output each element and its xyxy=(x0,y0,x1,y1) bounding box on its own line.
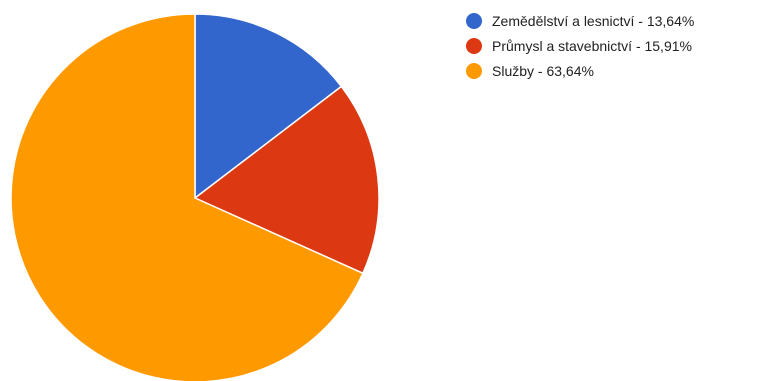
legend-item-services[interactable]: Služby - 63,64% xyxy=(466,60,771,82)
pie-slice-agriculture[interactable] xyxy=(194,13,343,200)
legend-item-industry[interactable]: Průmysl a stavebnictví - 15,91% xyxy=(466,35,771,57)
legend-label-agriculture: Zemědělství a lesnictví - 13,64% xyxy=(492,13,695,29)
legend-label-services: Služby - 63,64% xyxy=(492,63,594,79)
pie-slice-industry[interactable] xyxy=(193,85,380,275)
legend-swatch-services xyxy=(466,63,482,79)
legend-item-agriculture[interactable]: Zemědělství a lesnictví - 13,64% xyxy=(466,10,771,32)
legend-swatch-industry xyxy=(466,38,482,54)
legend-swatch-agriculture xyxy=(466,13,482,29)
pie-plot-area xyxy=(10,13,380,381)
pie-slice-services[interactable] xyxy=(10,13,364,381)
chart-legend: Zemědělství a lesnictví - 13,64% Průmysl… xyxy=(466,10,771,85)
legend-label-industry: Průmysl a stavebnictví - 15,91% xyxy=(492,38,692,54)
